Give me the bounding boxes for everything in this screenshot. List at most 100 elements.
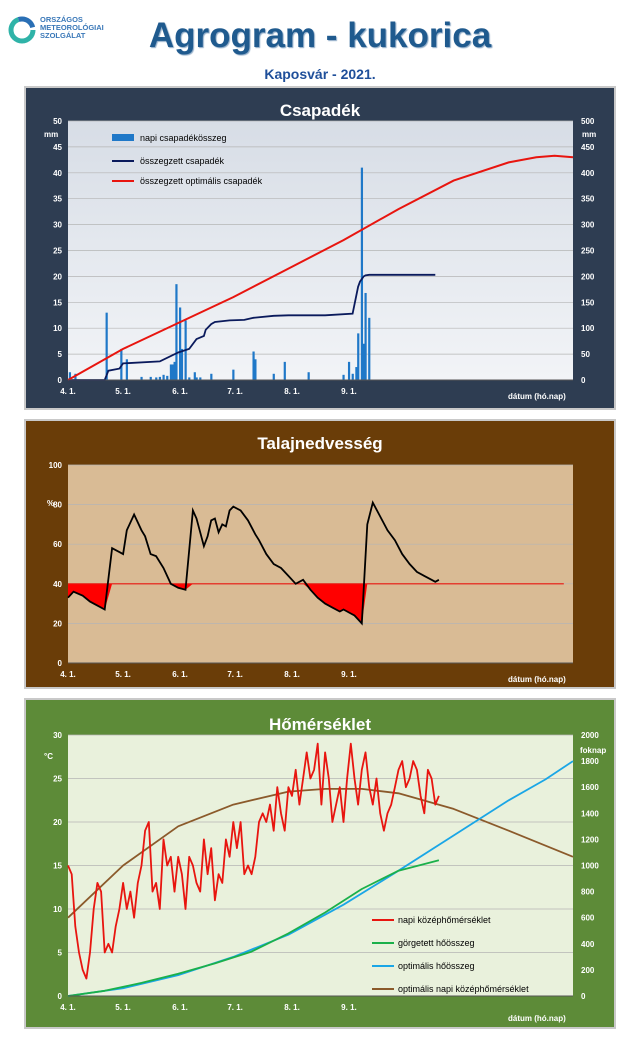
plot-area: [68, 465, 573, 663]
chart-title: Csapadék: [280, 101, 361, 120]
y2-tick-label: 200: [581, 966, 595, 975]
precipitation-chart: Csapadék 0510152025303540455005010015020…: [24, 86, 616, 410]
precip-bar: [351, 373, 354, 380]
x-tick-label: 8. 1.: [284, 387, 300, 396]
precip-bar: [105, 312, 108, 380]
x-tick-label: 4. 1.: [60, 1003, 76, 1012]
x-tick-label: 5. 1.: [115, 1003, 131, 1012]
precip-bar: [347, 361, 351, 380]
precip-bar: [68, 372, 72, 380]
y-tick-label: 15: [53, 298, 62, 307]
omsz-logo: ORSZÁGOS METEOROLÓGIAI SZOLGÁLAT: [8, 14, 138, 48]
precip-bar: [173, 361, 176, 380]
y2-tick-label: 1600: [581, 783, 599, 792]
legend: napi csapadékösszeg összegzett csapadék …: [112, 133, 263, 186]
x-tick-label: 9. 1.: [341, 1003, 357, 1012]
series-optimal-cumulative-precip: [67, 154, 574, 381]
legend-label: összegzett optimális csapadék: [140, 176, 263, 186]
y-label-right: mm: [582, 130, 596, 139]
y2-tick-label: 200: [581, 272, 595, 281]
y2-tick-label: 800: [581, 888, 595, 897]
y-tick-label: 100: [49, 461, 63, 470]
legend-label: görgetett hőösszeg: [398, 938, 475, 948]
y2-tick-label: 1000: [581, 862, 599, 871]
y-tick-label: 50: [53, 117, 62, 126]
y2-tick-label: 400: [581, 169, 595, 178]
y2-tick-label: 300: [581, 221, 595, 230]
precip-bar: [210, 373, 213, 380]
y2-tick-label: 1400: [581, 809, 599, 818]
x-tick-label: 5. 1.: [115, 387, 131, 396]
x-tick-label: 6. 1.: [172, 1003, 188, 1012]
precip-bar: [342, 374, 345, 380]
y-tick-label: 5: [58, 350, 63, 359]
precip-bar: [357, 333, 360, 380]
precip-bar: [307, 372, 310, 380]
y-label-left: mm: [44, 130, 58, 139]
legend-label: napi középhőmérséklet: [398, 915, 491, 925]
logo-text: ORSZÁGOS METEOROLÓGIAI SZOLGÁLAT: [40, 15, 104, 40]
y-tick-label: 35: [53, 195, 62, 204]
page-title: Agrogram - kukorica: [148, 16, 492, 55]
y-tick-label: 10: [53, 324, 62, 333]
precip-bar: [175, 284, 178, 380]
series-rolling-heat-sum: [67, 859, 440, 997]
y-tick-label: 0: [58, 376, 63, 385]
precip-bar: [155, 377, 158, 380]
y2-tick-label: 450: [581, 143, 595, 152]
x-tick-label: 8. 1.: [284, 1003, 300, 1012]
precip-bar: [169, 364, 173, 380]
y2-tick-label: 2000: [581, 731, 599, 740]
precip-bar: [188, 377, 191, 380]
y2-tick-label: 1800: [581, 757, 599, 766]
y2-tick-label: 350: [581, 195, 595, 204]
x-label: dátum (hó.nap): [508, 675, 566, 684]
precip-bar: [125, 359, 128, 380]
y-tick-label: 20: [53, 818, 62, 827]
series-cumulative-precip: [68, 273, 436, 381]
y-tick-label: 25: [53, 775, 62, 784]
x-tick-label: 8. 1.: [284, 670, 300, 679]
chart-title: Hőmérséklet: [269, 715, 371, 734]
x-label: dátum (hó.nap): [508, 392, 566, 401]
precip-bar: [140, 376, 143, 380]
precip-bar: [272, 373, 275, 380]
soil-moisture-chart: Talajnedvesség 0 20 40 60 80 100 4. 1. 5. 1. 6. …: [24, 419, 616, 689]
y-tick-label: 40: [53, 580, 62, 589]
y-tick-label: 20: [53, 619, 62, 628]
y2-tick-label: 50: [581, 350, 590, 359]
precip-bar: [283, 361, 286, 380]
precip-bar: [362, 343, 365, 380]
chart-title: Talajnedvesség: [257, 434, 382, 453]
precip-bar: [166, 375, 169, 380]
legend-label: optimális napi középhőmérséklet: [398, 984, 529, 994]
precip-bar: [364, 292, 367, 380]
precip-bar: [179, 307, 182, 380]
omsz-logo-icon: [8, 16, 36, 44]
x-tick-label: 7. 1.: [227, 670, 243, 679]
y2-tick-label: 0: [581, 376, 586, 385]
legend-label: napi csapadékösszeg: [140, 133, 227, 143]
y-tick-label: 30: [53, 221, 62, 230]
y-tick-label: 0: [58, 992, 63, 1001]
precip-bar: [195, 377, 198, 380]
y-tick-label: 45: [53, 143, 62, 152]
x-tick-label: 4. 1.: [60, 670, 76, 679]
y-tick-label: 15: [53, 862, 62, 871]
precip-bar: [232, 369, 235, 380]
moisture-deficit-area: [68, 583, 439, 624]
y2-tick-label: 500: [581, 117, 595, 126]
page-subtitle: Kaposvár - 2021.: [264, 66, 376, 82]
precip-bar: [355, 367, 358, 380]
temperature-chart: Hőmérséklet 0 5 10 15 20 25 30 0 200 400 600 800 100…: [24, 698, 616, 1029]
x-tick-label: 7. 1.: [227, 387, 243, 396]
y-tick-label: 25: [53, 247, 62, 256]
precip-bar: [199, 377, 202, 380]
legend: napi középhőmérséklet görgetett hőösszeg…: [372, 915, 529, 994]
precip-bar: [193, 372, 196, 380]
y2-tick-label: 100: [581, 324, 595, 333]
series-soil-moisture: [67, 500, 440, 626]
x-tick-label: 6. 1.: [172, 387, 188, 396]
series-daily-mean-temp: [67, 742, 440, 980]
x-tick-label: 5. 1.: [115, 670, 131, 679]
